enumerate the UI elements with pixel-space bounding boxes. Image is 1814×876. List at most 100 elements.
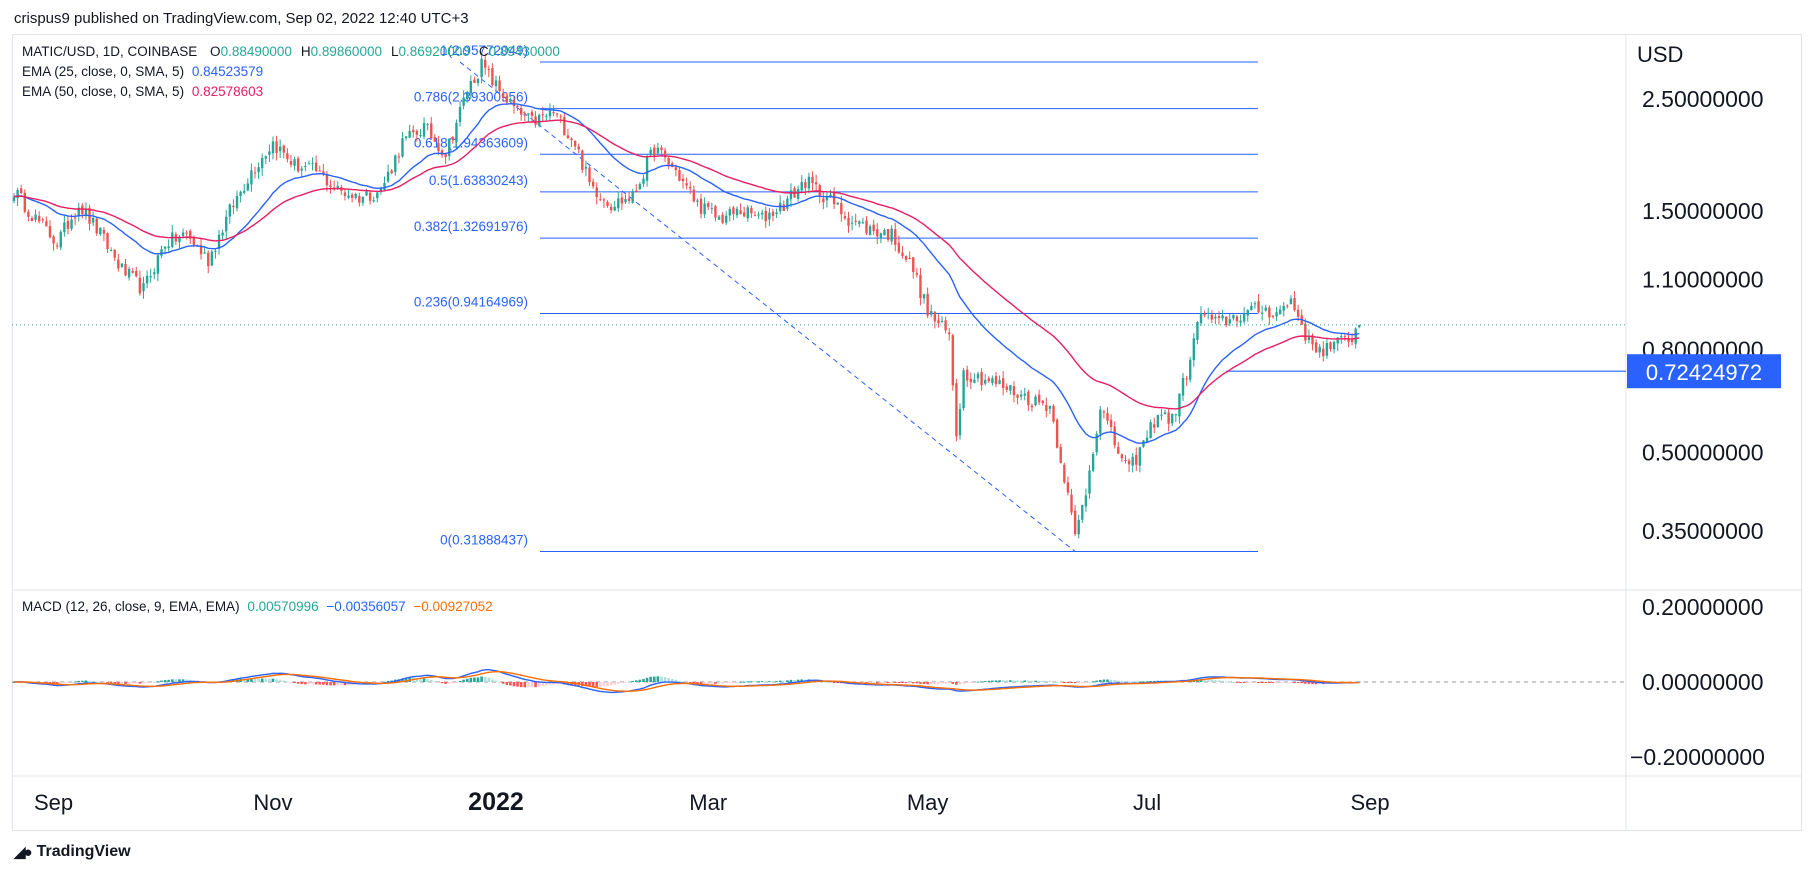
fib-retracement[interactable]: 1(2.95772049)0.786(2.39300956)0.618(1.94… (414, 43, 1626, 551)
candle (995, 372, 997, 387)
candle (977, 372, 979, 382)
candle-body (739, 210, 741, 214)
candle (1315, 339, 1317, 352)
candle (696, 199, 698, 207)
candle (1229, 314, 1231, 327)
candle (272, 136, 274, 159)
candle-body (1081, 505, 1083, 520)
macd-histogram-bar (898, 682, 901, 683)
candle-body (596, 187, 598, 197)
candle (599, 193, 601, 201)
candle (955, 379, 957, 442)
macd-histogram-bar (995, 680, 998, 682)
candle-body (1333, 342, 1335, 349)
candle (175, 232, 177, 245)
candle (1016, 394, 1018, 404)
macd-histogram-bar (261, 678, 264, 682)
candle (959, 403, 961, 439)
candle (99, 227, 101, 236)
macd-histogram-bar (941, 682, 944, 684)
macd-histogram-bar (707, 682, 710, 684)
candle (488, 65, 490, 77)
macd-histogram-bar (88, 681, 91, 682)
candle (560, 114, 562, 123)
candle (1067, 477, 1069, 496)
candle (423, 117, 425, 139)
candle (74, 213, 76, 225)
candle (826, 193, 828, 208)
macd-histogram-bar (973, 682, 976, 683)
candle-body (894, 229, 896, 245)
candle-body (153, 272, 155, 274)
macd-histogram-bar (1092, 681, 1095, 682)
candle (1286, 304, 1288, 308)
candle (858, 220, 860, 227)
candle (729, 207, 731, 222)
candle (757, 212, 759, 220)
candle-body (480, 59, 482, 77)
macd-histogram-bar (495, 681, 498, 682)
candle-body (790, 190, 792, 199)
macd-histogram-bar (117, 682, 120, 684)
candle-body (509, 99, 511, 101)
candle (1117, 442, 1119, 454)
tradingview-logo[interactable]: ◢● TradingView (14, 843, 131, 861)
candle-body (290, 161, 292, 165)
macd-histogram-bar (279, 680, 282, 682)
candle-body (711, 208, 713, 209)
candle (34, 210, 36, 223)
candle (243, 184, 245, 195)
macd-histogram-bar (164, 680, 167, 682)
macd-histogram-bar (175, 679, 178, 682)
candle (621, 193, 623, 210)
candle-body (149, 276, 151, 277)
macd-histogram-bar (826, 682, 829, 683)
macd-histogram-bar (1275, 682, 1278, 683)
candle-body (146, 276, 148, 284)
candle (1078, 515, 1080, 538)
candle (42, 218, 44, 224)
macd-histogram-bar (750, 681, 753, 682)
macd-histogram-bar (603, 682, 606, 686)
candle (358, 193, 360, 207)
candle (646, 154, 648, 186)
candle (387, 164, 389, 183)
candle (743, 207, 745, 217)
candle-body (1135, 455, 1137, 465)
candle (257, 162, 259, 179)
macd-histogram-bar (1121, 681, 1124, 682)
candle-body (362, 197, 364, 203)
candle (1006, 383, 1008, 392)
candle-body (649, 150, 651, 155)
candle (477, 78, 479, 86)
candle (693, 186, 695, 203)
candle-body (1279, 310, 1281, 315)
candle-body (639, 184, 641, 189)
candle (783, 201, 785, 212)
candle-body (998, 380, 1000, 384)
macd-histogram-bar (790, 680, 793, 682)
macd-histogram-bar (1085, 682, 1088, 683)
candle (1027, 390, 1029, 411)
macd-histogram-bar (1016, 681, 1019, 682)
candle (1103, 410, 1105, 419)
candle (667, 157, 669, 170)
candle (110, 247, 112, 251)
candle (574, 140, 576, 150)
y-tick-label: 0.35000000 (1642, 518, 1764, 544)
candle (819, 184, 821, 204)
candle-body (657, 148, 659, 154)
candle-body (930, 311, 932, 315)
candle-body (542, 114, 544, 115)
candle (808, 173, 810, 194)
macd-histogram-bar (67, 682, 70, 683)
candle (567, 129, 569, 139)
candle (88, 205, 90, 231)
candle-body (1319, 347, 1321, 353)
candle-body (398, 156, 400, 157)
macd-histogram-bar (1297, 682, 1300, 683)
macd-histogram-bar (1264, 682, 1267, 683)
candle-body (653, 148, 655, 156)
candle (775, 209, 777, 218)
